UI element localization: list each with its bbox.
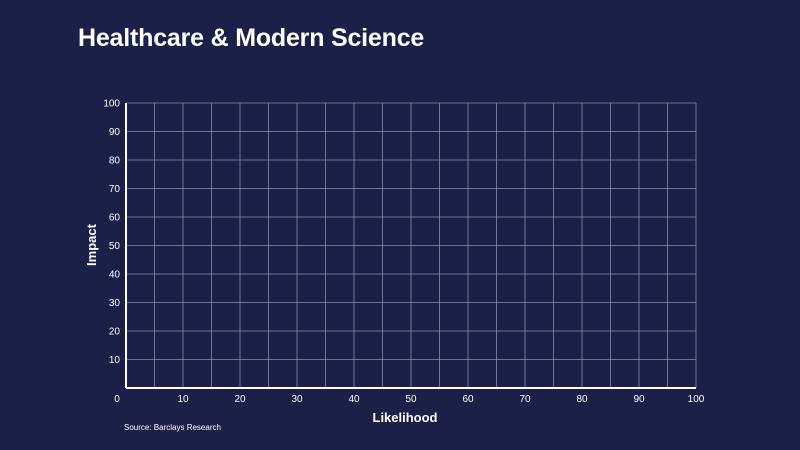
- y-tick-label: 30: [109, 298, 121, 309]
- x-tick-label: 60: [462, 394, 474, 405]
- y-tick-label: 20: [109, 327, 121, 338]
- x-tick-label: 20: [234, 394, 246, 405]
- y-tick-label: 10: [109, 355, 121, 366]
- y-tick-label: 100: [103, 99, 120, 110]
- x-tick-label: 70: [519, 394, 531, 405]
- source-note: Source: Barclays Research: [124, 423, 221, 432]
- x-tick-label: 90: [633, 394, 645, 405]
- y-tick-label: 60: [109, 213, 121, 224]
- chart-title: Healthcare & Modern Science: [78, 24, 425, 52]
- x-tick-label: 100: [688, 394, 705, 405]
- y-tick-label: 50: [109, 241, 121, 252]
- y-tick-label: 40: [109, 270, 121, 281]
- x-tick-label: 80: [576, 394, 588, 405]
- x-tick-label: 40: [348, 394, 360, 405]
- x-tick-label: 50: [405, 394, 417, 405]
- y-tick-label: 70: [109, 184, 121, 195]
- y-axis-title: Impact: [84, 223, 99, 266]
- x-tick-label: 30: [291, 394, 303, 405]
- tick-labels: 0 10 20 30 40 50 60 70 80 90 100 10 20 30 40 50 60 70 80 90…: [103, 99, 704, 406]
- gridlines: [126, 102, 697, 388]
- x-tick-label: 0: [114, 394, 120, 405]
- x-axis-title: Likelihood: [373, 410, 438, 425]
- axes: [125, 103, 696, 389]
- x-tick-label: 10: [177, 394, 189, 405]
- y-tick-label: 80: [109, 156, 121, 167]
- y-tick-label: 90: [109, 127, 121, 138]
